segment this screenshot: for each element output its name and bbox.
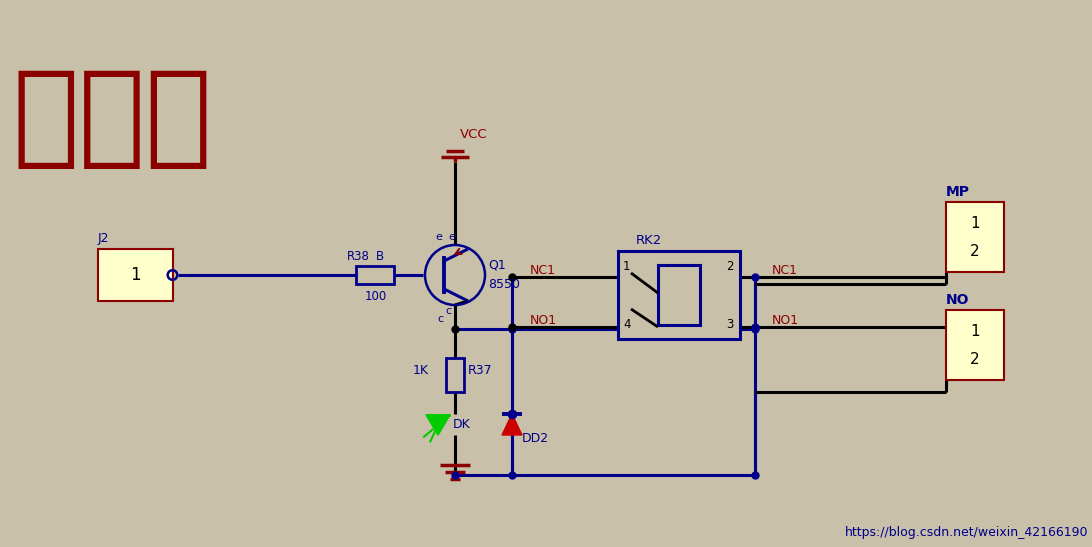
Text: 4: 4 xyxy=(624,318,630,331)
Polygon shape xyxy=(426,415,450,435)
Text: 1: 1 xyxy=(970,216,980,230)
Text: e: e xyxy=(448,232,455,242)
Text: NC1: NC1 xyxy=(530,264,556,276)
Text: 3: 3 xyxy=(726,318,734,331)
Text: NO1: NO1 xyxy=(772,313,799,327)
FancyBboxPatch shape xyxy=(97,249,173,301)
Text: DD2: DD2 xyxy=(522,433,549,445)
FancyBboxPatch shape xyxy=(356,266,394,284)
Text: R37: R37 xyxy=(468,364,492,376)
Text: e: e xyxy=(435,232,442,242)
Text: NC1: NC1 xyxy=(772,264,798,276)
Text: NO1: NO1 xyxy=(530,313,557,327)
Text: J2: J2 xyxy=(97,232,109,246)
FancyBboxPatch shape xyxy=(618,251,740,339)
FancyBboxPatch shape xyxy=(658,265,700,325)
FancyBboxPatch shape xyxy=(946,202,1004,272)
Text: NO: NO xyxy=(946,293,970,307)
Text: DK: DK xyxy=(453,418,471,432)
Text: 2: 2 xyxy=(970,352,980,366)
Text: 2: 2 xyxy=(970,243,980,259)
Text: 2: 2 xyxy=(726,259,734,272)
Text: R38: R38 xyxy=(347,249,370,263)
Text: 继电器: 继电器 xyxy=(12,65,212,172)
FancyBboxPatch shape xyxy=(946,310,1004,380)
Text: RK2: RK2 xyxy=(636,235,662,247)
Text: c: c xyxy=(437,314,443,324)
Text: 8550: 8550 xyxy=(488,278,520,292)
Text: 1K: 1K xyxy=(413,364,429,376)
FancyBboxPatch shape xyxy=(446,358,464,392)
Text: MP: MP xyxy=(946,185,970,199)
Text: 1: 1 xyxy=(130,266,140,284)
Text: 1: 1 xyxy=(970,323,980,339)
Text: 100: 100 xyxy=(365,290,388,304)
Text: Q1: Q1 xyxy=(488,259,506,271)
Text: 1: 1 xyxy=(624,259,630,272)
Text: https://blog.csdn.net/weixin_42166190: https://blog.csdn.net/weixin_42166190 xyxy=(844,526,1088,539)
Text: c: c xyxy=(446,306,451,316)
Polygon shape xyxy=(502,414,522,435)
Text: VCC: VCC xyxy=(460,129,488,142)
Text: B: B xyxy=(376,249,384,263)
